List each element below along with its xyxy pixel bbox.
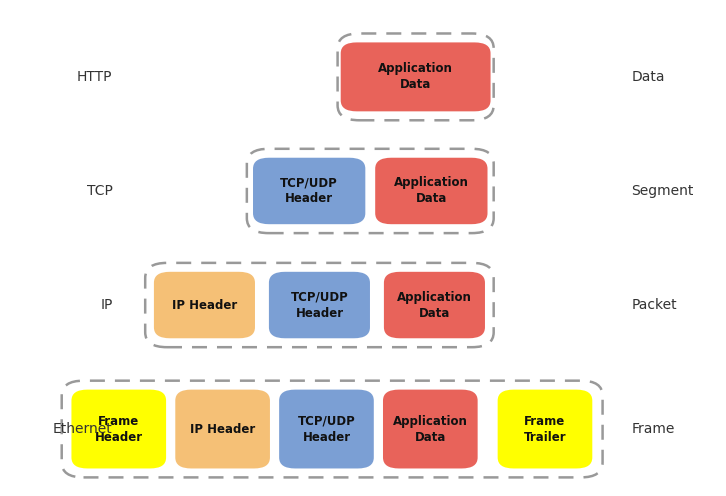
- FancyBboxPatch shape: [279, 390, 374, 468]
- FancyBboxPatch shape: [375, 158, 488, 224]
- Text: TCP/UDP
Header: TCP/UDP Header: [290, 291, 348, 319]
- Text: HTTP: HTTP: [77, 70, 113, 84]
- FancyBboxPatch shape: [175, 390, 270, 468]
- Text: IP Header: IP Header: [190, 423, 256, 435]
- Text: Frame
Trailer: Frame Trailer: [523, 415, 566, 443]
- FancyBboxPatch shape: [154, 272, 255, 338]
- FancyBboxPatch shape: [340, 43, 491, 112]
- Text: Data: Data: [632, 70, 665, 84]
- FancyBboxPatch shape: [384, 272, 485, 338]
- Text: TCP/UDP
Header: TCP/UDP Header: [298, 415, 355, 443]
- Text: Frame
Header: Frame Header: [94, 415, 143, 443]
- Text: Application
Data: Application Data: [378, 62, 453, 91]
- Text: TCP/UDP
Header: TCP/UDP Header: [280, 177, 338, 205]
- Text: Application
Data: Application Data: [397, 291, 472, 319]
- Text: IP: IP: [100, 298, 113, 312]
- FancyBboxPatch shape: [71, 390, 166, 468]
- Text: IP Header: IP Header: [172, 299, 237, 311]
- Text: Ethernet: Ethernet: [53, 422, 113, 436]
- Text: Packet: Packet: [632, 298, 677, 312]
- Text: TCP: TCP: [86, 184, 113, 198]
- Text: Application
Data: Application Data: [394, 177, 469, 205]
- FancyBboxPatch shape: [269, 272, 370, 338]
- Text: Segment: Segment: [632, 184, 694, 198]
- FancyBboxPatch shape: [383, 390, 478, 468]
- FancyBboxPatch shape: [253, 158, 365, 224]
- FancyBboxPatch shape: [497, 390, 592, 468]
- Text: Frame: Frame: [632, 422, 675, 436]
- Text: Application
Data: Application Data: [393, 415, 468, 443]
